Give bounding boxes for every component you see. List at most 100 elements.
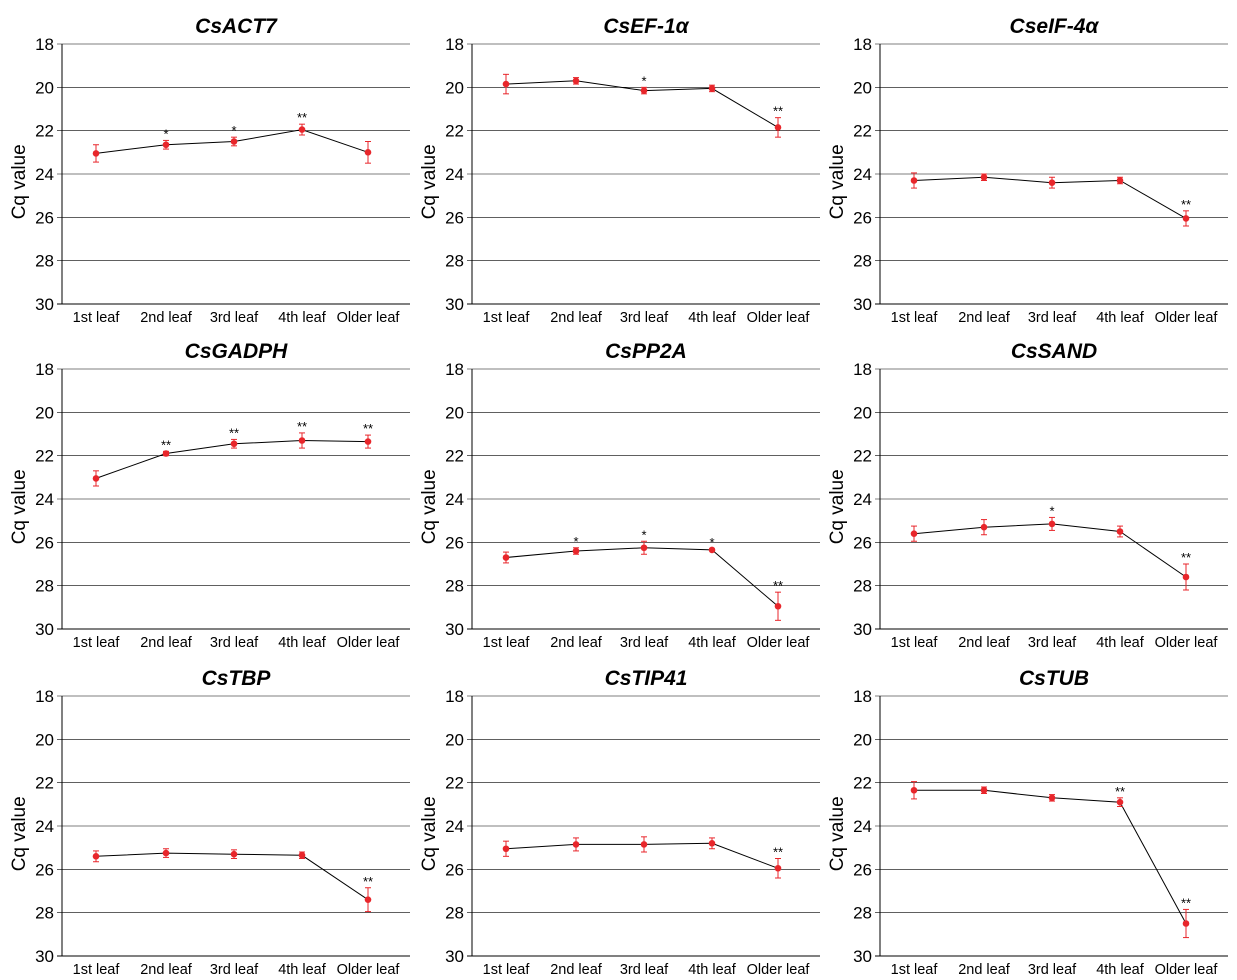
data-point [298, 126, 306, 133]
significance-label: * [163, 126, 168, 141]
chart-title: CsTBP [202, 667, 272, 690]
y-tick-label: 20 [853, 403, 872, 422]
x-tick-label: 4th leaf [1096, 635, 1145, 651]
data-point [364, 896, 372, 903]
y-tick-label: 22 [853, 447, 872, 466]
y-tick-label: 24 [35, 490, 54, 509]
y-tick-label: 24 [853, 165, 872, 184]
x-tick-label: 2nd leaf [958, 635, 1011, 651]
y-tick-label: 18 [853, 360, 872, 379]
x-tick-label: 3rd leaf [620, 962, 669, 978]
x-tick-label: 3rd leaf [210, 635, 259, 651]
y-tick-label: 24 [445, 817, 464, 836]
series-line [505, 547, 779, 607]
y-tick-label: 18 [35, 35, 54, 54]
y-tick-label: 28 [35, 904, 54, 923]
x-tick-label: 1st leaf [483, 310, 531, 326]
y-tick-label: 22 [445, 447, 464, 466]
data-point [162, 450, 170, 457]
chart-panel-4: CsGADPH 18 20 22 24 26 28 30 Cq value 1st leaf 2nd… [9, 340, 410, 651]
data-point [910, 530, 918, 537]
y-tick-label: 24 [853, 490, 872, 509]
chart-title: CsTIP41 [605, 667, 688, 690]
x-tick-label: 4th leaf [688, 310, 737, 326]
data-point [774, 864, 782, 872]
y-tick-label: 18 [853, 35, 872, 54]
data-point [502, 554, 510, 561]
significance-label: * [641, 73, 646, 88]
y-tick-label: 18 [35, 687, 54, 706]
x-tick-label: Older leaf [747, 962, 811, 978]
chart-panel-1: CsACT7 18 20 22 24 26 28 30 Cq value 1st leaf 2nd … [9, 15, 410, 326]
y-tick-label: 22 [35, 774, 54, 793]
significance-label: ** [773, 845, 783, 860]
y-axis-label: Cq value [827, 796, 848, 871]
chart-panel-8: CsTIP41 18 20 22 24 26 28 30 Cq value 1st leaf 2nd… [419, 667, 820, 978]
x-tick-label: Older leaf [1155, 310, 1219, 326]
chart-title: CsEF-1α [603, 15, 689, 38]
significance-label: ** [297, 419, 307, 434]
x-tick-label: 1st leaf [483, 962, 531, 978]
y-axis-label: Cq value [827, 469, 848, 544]
data-point [774, 602, 782, 610]
data-point [230, 138, 238, 145]
x-tick-label: 1st leaf [483, 635, 531, 651]
data-point [162, 141, 170, 149]
data-point [1048, 794, 1056, 802]
x-tick-label: 3rd leaf [210, 310, 259, 326]
y-tick-label: 26 [853, 533, 872, 552]
chart-panel-5: CsPP2A 18 20 22 24 26 28 30 Cq value 1st leaf 2nd … [419, 340, 820, 651]
y-tick-label: 20 [445, 730, 464, 749]
significance-label: ** [363, 874, 373, 889]
y-tick-label: 20 [35, 78, 54, 97]
x-tick-label: 4th leaf [1096, 310, 1145, 326]
y-tick-label: 26 [853, 208, 872, 227]
data-point [708, 85, 716, 92]
y-tick-label: 20 [35, 403, 54, 422]
y-axis-label: Cq value [419, 144, 440, 219]
y-tick-label: 24 [853, 817, 872, 836]
x-tick-label: 2nd leaf [958, 310, 1011, 326]
x-tick-label: Older leaf [1155, 635, 1219, 651]
chart-title: CseIF-4α [1010, 15, 1100, 38]
significance-label: * [231, 123, 236, 138]
y-tick-label: 30 [853, 620, 872, 639]
significance-label: * [641, 527, 646, 542]
x-tick-label: 4th leaf [278, 635, 327, 651]
significance-label: ** [229, 425, 239, 440]
data-point [708, 840, 716, 847]
data-point [502, 80, 510, 88]
y-tick-label: 20 [35, 730, 54, 749]
significance-label: * [1049, 503, 1054, 518]
y-axis-label: Cq value [419, 796, 440, 871]
chart-title: CsGADPH [185, 340, 289, 363]
y-tick-label: 26 [35, 208, 54, 227]
x-tick-label: 1st leaf [73, 962, 121, 978]
significance-label: ** [161, 437, 171, 452]
y-tick-label: 30 [853, 947, 872, 966]
data-point [230, 440, 238, 448]
x-tick-label: 1st leaf [73, 310, 121, 326]
chart-title: CsACT7 [195, 15, 278, 38]
y-tick-label: 26 [35, 533, 54, 552]
y-tick-label: 28 [445, 577, 464, 596]
x-tick-label: 2nd leaf [550, 962, 603, 978]
y-tick-label: 20 [853, 78, 872, 97]
y-tick-label: 22 [35, 122, 54, 141]
y-tick-label: 22 [853, 774, 872, 793]
chart-panel-6: CsSAND 18 20 22 24 26 28 30 Cq value 1st leaf 2nd … [827, 340, 1228, 651]
series-line [913, 523, 1187, 578]
x-tick-label: 1st leaf [891, 962, 939, 978]
chart-title: CsSAND [1011, 340, 1097, 363]
data-point [572, 547, 580, 555]
x-tick-label: 1st leaf [891, 310, 939, 326]
y-tick-label: 30 [445, 295, 464, 314]
y-tick-label: 22 [853, 122, 872, 141]
data-point [1182, 215, 1190, 222]
y-tick-label: 26 [853, 860, 872, 879]
x-tick-label: 4th leaf [278, 962, 327, 978]
x-tick-label: 3rd leaf [620, 635, 669, 651]
y-tick-label: 30 [853, 295, 872, 314]
y-tick-label: 22 [35, 447, 54, 466]
